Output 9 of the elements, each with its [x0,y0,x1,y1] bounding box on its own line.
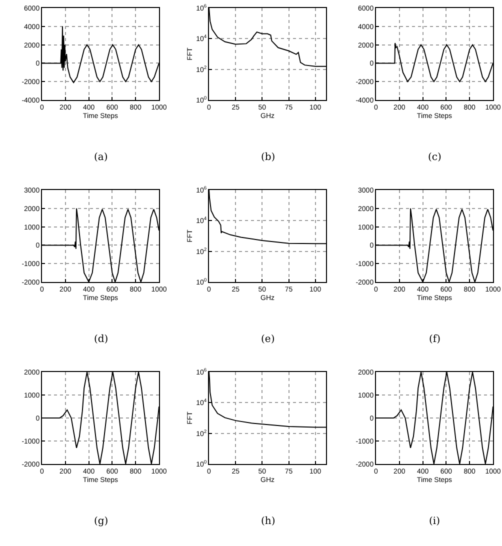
text: (h) [261,516,276,527]
text: (b) [261,152,276,163]
text: (f) [429,334,441,345]
text: (e) [261,334,275,345]
text: (c) [428,152,442,163]
text: (i) [429,516,440,527]
text: (g) [94,516,108,527]
text: (d) [94,334,108,345]
text: (a) [94,152,108,163]
